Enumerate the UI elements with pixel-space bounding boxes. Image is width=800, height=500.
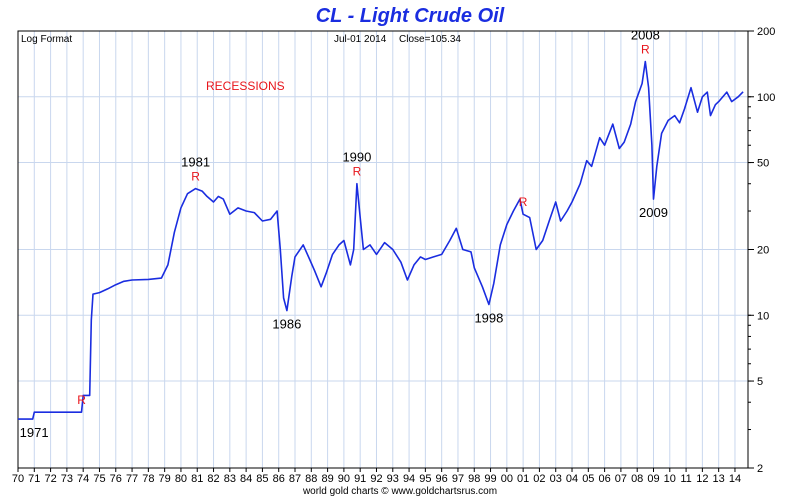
x-tick-label: 09 bbox=[647, 473, 659, 485]
recession-marker: R bbox=[641, 43, 650, 57]
year-label: 2009 bbox=[639, 205, 668, 220]
recessions-label: RECESSIONS bbox=[206, 79, 285, 93]
y-tick-label: 10 bbox=[757, 310, 769, 322]
x-tick-label: 04 bbox=[566, 473, 578, 485]
x-tick-label: 06 bbox=[598, 473, 610, 485]
y-tick-label: 20 bbox=[757, 245, 769, 257]
year-label: 1981 bbox=[181, 155, 210, 170]
y-tick-label: 100 bbox=[757, 92, 775, 104]
x-tick-label: 01 bbox=[517, 473, 529, 485]
y-tick-label: 50 bbox=[757, 158, 769, 170]
x-tick-label: 81 bbox=[191, 473, 203, 485]
date-label: Jul-01 2014 bbox=[334, 34, 387, 45]
x-tick-label: 05 bbox=[582, 473, 594, 485]
x-tick-label: 11 bbox=[680, 473, 691, 485]
x-tick-label: 85 bbox=[256, 473, 268, 485]
x-tick-label: 76 bbox=[110, 473, 122, 485]
x-tick-label: 73 bbox=[61, 473, 73, 485]
x-tick-label: 74 bbox=[77, 473, 89, 485]
x-tick-label: 87 bbox=[289, 473, 301, 485]
year-annotations: 1971 1981 1986 1990 1998 2008 2009 bbox=[20, 28, 668, 441]
x-tick-label: 96 bbox=[436, 473, 448, 485]
x-tick-label: 10 bbox=[664, 473, 676, 485]
x-tick-label: 12 bbox=[696, 473, 708, 485]
x-tick-label: 79 bbox=[159, 473, 171, 485]
year-label: 1971 bbox=[20, 425, 49, 440]
y-tick-label: 2 bbox=[757, 463, 763, 475]
x-tick-label: 93 bbox=[387, 473, 399, 485]
x-tick-label: 94 bbox=[403, 473, 415, 485]
year-label: 1990 bbox=[342, 150, 371, 165]
y-tick-label: 200 bbox=[757, 26, 775, 38]
x-tick-label: 91 bbox=[354, 473, 366, 485]
x-tick-label: 90 bbox=[338, 473, 350, 485]
x-tick-label: 97 bbox=[452, 473, 464, 485]
x-tick-label: 82 bbox=[207, 473, 219, 485]
x-tick-label: 98 bbox=[468, 473, 480, 485]
x-axis: 70 71 72 73 74 75 76 77 78 79 80 81 82 83 84 85 86 87 88 89… bbox=[12, 468, 741, 485]
grid-lines bbox=[17, 31, 748, 468]
x-tick-label: 02 bbox=[533, 473, 545, 485]
recession-marker: R bbox=[191, 170, 200, 184]
x-tick-label: 92 bbox=[370, 473, 382, 485]
recession-marker: R bbox=[77, 393, 86, 407]
recession-markers: R R R R R bbox=[77, 43, 650, 408]
x-tick-label: 99 bbox=[484, 473, 496, 485]
x-tick-label: 88 bbox=[305, 473, 317, 485]
x-tick-label: 78 bbox=[142, 473, 154, 485]
x-tick-label: 83 bbox=[224, 473, 236, 485]
x-tick-label: 07 bbox=[615, 473, 627, 485]
x-tick-label: 95 bbox=[419, 473, 431, 485]
footer-credit: world gold charts © www.goldchartsrus.co… bbox=[302, 486, 497, 497]
close-label: Close=105.34 bbox=[399, 34, 461, 45]
x-tick-label: 84 bbox=[240, 473, 252, 485]
y-axis: 2 5 10 20 50 100 200 bbox=[748, 26, 775, 475]
chart-title: CL - Light Crude Oil bbox=[316, 5, 505, 27]
x-tick-label: 71 bbox=[28, 473, 40, 485]
x-tick-label: 86 bbox=[273, 473, 285, 485]
y-tick-label: 5 bbox=[757, 376, 763, 388]
x-tick-label: 08 bbox=[631, 473, 643, 485]
year-label: 1998 bbox=[474, 311, 503, 326]
x-tick-label: 13 bbox=[713, 473, 725, 485]
x-tick-label: 72 bbox=[44, 473, 56, 485]
x-tick-label: 03 bbox=[550, 473, 562, 485]
year-label: 2008 bbox=[631, 28, 660, 43]
x-tick-label: 75 bbox=[93, 473, 105, 485]
recession-marker: R bbox=[353, 165, 362, 179]
x-tick-label: 77 bbox=[126, 473, 138, 485]
year-label: 1986 bbox=[272, 317, 301, 332]
scale-label: Log Format bbox=[21, 34, 72, 45]
x-tick-label: 00 bbox=[501, 473, 513, 485]
recession-marker: R bbox=[519, 195, 528, 209]
x-tick-label: 89 bbox=[321, 473, 333, 485]
x-tick-label: 14 bbox=[729, 473, 741, 485]
price-line bbox=[18, 60, 744, 420]
x-tick-label: 70 bbox=[12, 473, 24, 485]
x-tick-label: 80 bbox=[175, 473, 187, 485]
